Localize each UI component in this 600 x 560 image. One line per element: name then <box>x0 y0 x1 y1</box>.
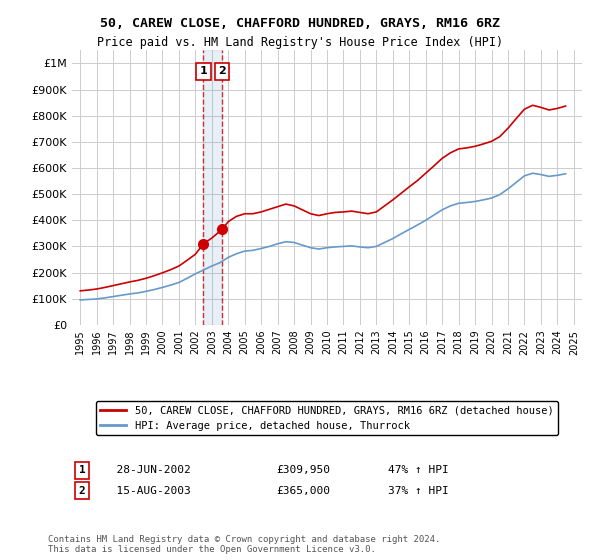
Text: 1: 1 <box>200 66 208 76</box>
Text: 15-AUG-2003: 15-AUG-2003 <box>103 486 190 496</box>
Text: 47% ↑ HPI: 47% ↑ HPI <box>388 465 449 475</box>
Text: 28-JUN-2002: 28-JUN-2002 <box>103 465 190 475</box>
Text: 2: 2 <box>79 486 86 496</box>
Text: Price paid vs. HM Land Registry's House Price Index (HPI): Price paid vs. HM Land Registry's House … <box>97 36 503 49</box>
Text: £309,950: £309,950 <box>276 465 330 475</box>
Text: 1: 1 <box>79 465 86 475</box>
Bar <box>203 50 222 325</box>
Text: 37% ↑ HPI: 37% ↑ HPI <box>388 486 449 496</box>
Text: 50, CAREW CLOSE, CHAFFORD HUNDRED, GRAYS, RM16 6RZ: 50, CAREW CLOSE, CHAFFORD HUNDRED, GRAYS… <box>100 17 500 30</box>
Text: £365,000: £365,000 <box>276 486 330 496</box>
Text: 2: 2 <box>218 66 226 76</box>
Text: Contains HM Land Registry data © Crown copyright and database right 2024.
This d: Contains HM Land Registry data © Crown c… <box>48 535 440 554</box>
Legend: 50, CAREW CLOSE, CHAFFORD HUNDRED, GRAYS, RM16 6RZ (detached house), HPI: Averag: 50, CAREW CLOSE, CHAFFORD HUNDRED, GRAYS… <box>96 402 558 435</box>
